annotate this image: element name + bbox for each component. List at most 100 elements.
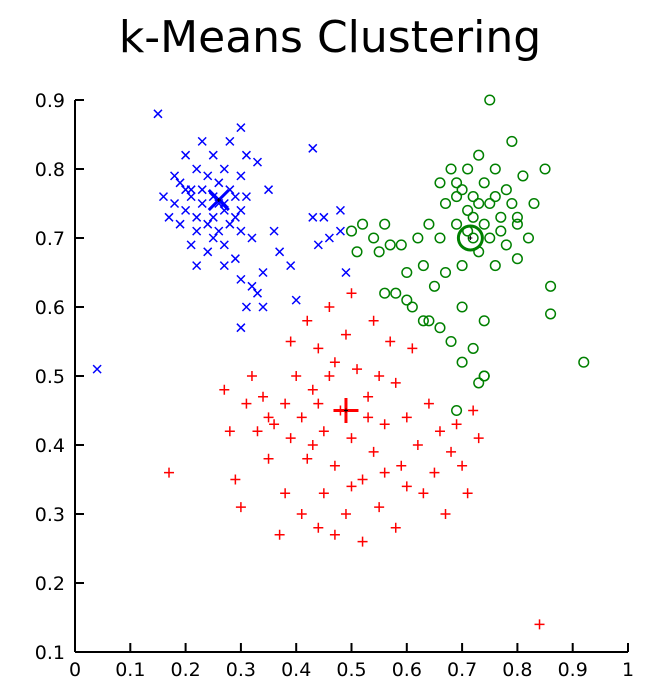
data-point	[274, 529, 285, 540]
data-point	[230, 474, 241, 485]
data-point	[214, 226, 224, 236]
data-point	[445, 163, 457, 175]
data-point	[467, 232, 479, 244]
data-point	[456, 184, 468, 196]
data-point	[528, 197, 540, 210]
data-point	[280, 488, 291, 499]
data-point	[296, 412, 307, 423]
data-point	[462, 488, 473, 499]
centroid-center	[343, 408, 348, 413]
data-point	[423, 218, 435, 230]
data-point	[219, 164, 229, 174]
data-point	[340, 509, 351, 519]
data-point	[368, 446, 379, 457]
data-point	[264, 185, 274, 195]
data-point	[478, 315, 490, 327]
data-point	[170, 198, 180, 209]
data-point	[412, 440, 423, 450]
data-point	[197, 198, 207, 209]
data-point	[539, 163, 551, 175]
data-point	[236, 205, 246, 215]
data-point	[175, 178, 185, 188]
data-point	[263, 453, 274, 464]
data-point	[318, 426, 329, 437]
data-point	[329, 529, 340, 540]
data-point	[192, 226, 202, 236]
data-point	[241, 302, 251, 312]
data-point	[252, 288, 263, 298]
data-point	[439, 197, 452, 210]
data-point	[192, 212, 202, 222]
data-point	[578, 356, 590, 368]
x-tick-label: 0.5	[336, 659, 366, 681]
data-point	[308, 212, 318, 222]
data-point	[418, 488, 429, 499]
data-point	[406, 301, 418, 313]
data-point	[390, 522, 401, 533]
data-point	[473, 149, 485, 161]
data-point	[153, 109, 163, 119]
data-point	[275, 247, 285, 257]
data-point	[390, 287, 402, 299]
data-point	[412, 232, 424, 244]
data-point	[208, 233, 218, 243]
y-tick-label: 0.8	[35, 159, 65, 181]
data-point	[219, 240, 229, 250]
axes: 0 0.1 0.2 0.3 0.4 0.5 0.6 0.7 0.8 0.9 10.10.20.30.…	[35, 90, 634, 681]
data-point	[203, 247, 213, 257]
data-point	[214, 178, 224, 188]
x-tick-label: 0.1	[115, 659, 145, 681]
y-tick-label: 0.7	[35, 228, 65, 250]
data-point	[235, 502, 246, 513]
data-point	[280, 398, 291, 409]
data-point	[489, 191, 501, 203]
data-point	[545, 308, 557, 320]
data-point	[269, 226, 279, 236]
data-point	[345, 225, 358, 237]
data-point	[319, 212, 329, 222]
data-point	[473, 197, 485, 210]
y-tick-label: 0.9	[35, 90, 65, 112]
data-point	[186, 240, 196, 250]
data-point	[241, 398, 252, 409]
data-point	[439, 266, 452, 279]
data-point	[434, 177, 446, 189]
data-point	[374, 371, 385, 381]
data-point	[192, 164, 202, 174]
data-point	[269, 419, 280, 430]
data-point	[456, 260, 468, 272]
data-point	[374, 502, 385, 513]
data-point	[390, 377, 401, 388]
data-point	[467, 191, 479, 203]
x-tick-label: 0	[69, 659, 81, 681]
data-point	[373, 246, 385, 258]
data-point	[352, 364, 363, 375]
data-point	[230, 192, 240, 202]
data-point	[401, 412, 412, 423]
data-point	[489, 260, 501, 272]
data-marks	[92, 94, 590, 630]
data-point	[219, 261, 229, 271]
data-point	[534, 619, 545, 630]
data-point	[258, 391, 269, 402]
data-point	[335, 226, 345, 236]
data-point	[462, 204, 474, 216]
data-point	[302, 453, 313, 464]
data-point	[401, 266, 413, 279]
series-0	[92, 109, 351, 374]
data-point	[197, 136, 207, 146]
data-point	[208, 150, 218, 160]
x-tick-label: 0.7	[447, 659, 477, 681]
data-point	[170, 171, 180, 181]
data-point	[489, 163, 501, 175]
data-point	[313, 398, 324, 409]
data-point	[379, 287, 391, 299]
data-point	[495, 225, 507, 237]
data-point	[236, 171, 246, 181]
data-point	[451, 191, 463, 203]
data-point	[434, 232, 446, 244]
data-point	[363, 412, 374, 423]
data-point	[263, 412, 274, 423]
data-point	[285, 433, 296, 444]
data-point	[302, 315, 313, 326]
